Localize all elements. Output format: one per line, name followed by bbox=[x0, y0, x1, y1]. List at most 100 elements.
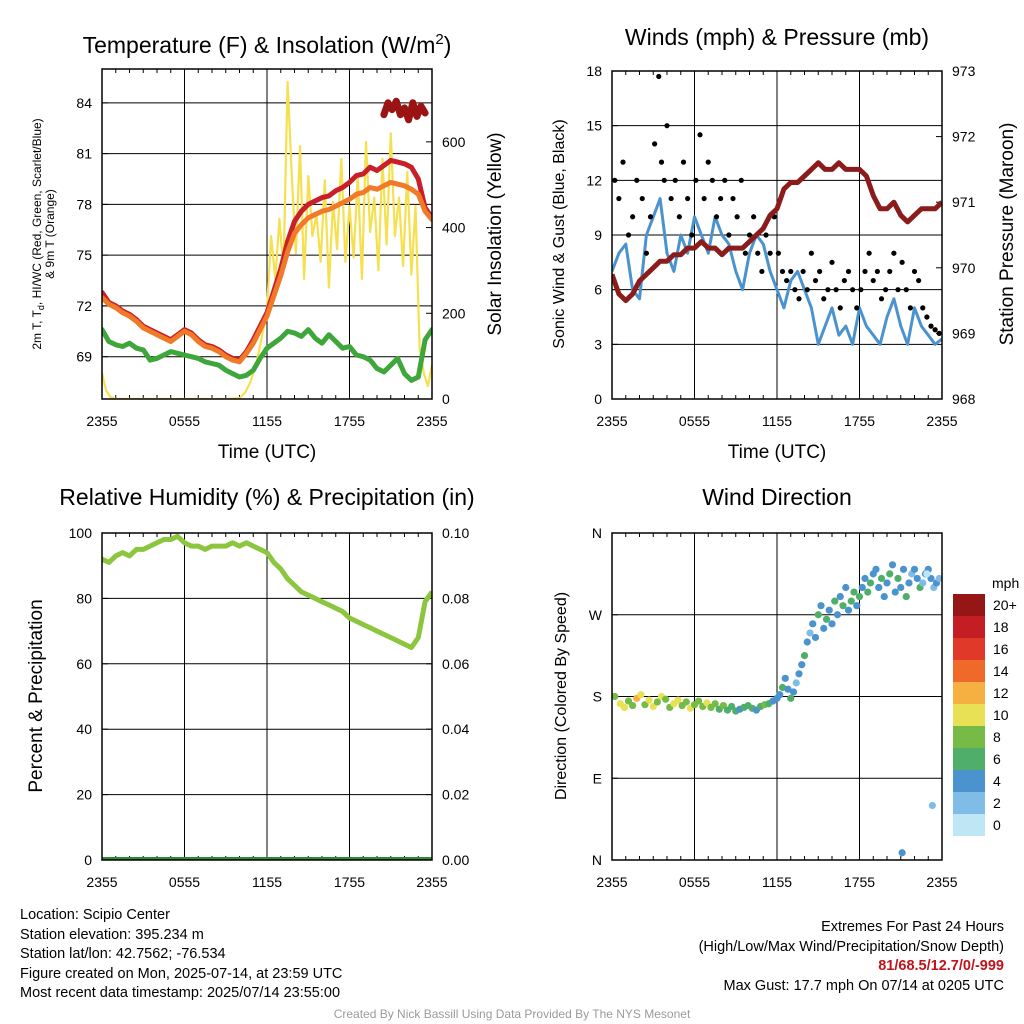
extremes-values: 81/68.5/12.7/0/-999 bbox=[878, 958, 1004, 974]
station-info: Location: Scipio Center Station elevatio… bbox=[20, 906, 342, 1004]
direction-point bbox=[902, 592, 910, 601]
plot-area bbox=[102, 533, 432, 860]
direction-point bbox=[877, 574, 886, 583]
direction-point bbox=[776, 691, 784, 699]
station-latlon: Station lat/lon: 42.7562; -76.534 bbox=[20, 946, 226, 962]
y-tick-label: 12 bbox=[586, 172, 602, 188]
gust-point bbox=[907, 305, 913, 311]
x-tick-label: 0555 bbox=[169, 413, 200, 429]
colorbar-swatch bbox=[953, 638, 985, 660]
y2-tick-label: 970 bbox=[952, 260, 976, 276]
pressure-line bbox=[612, 160, 942, 304]
gust-point bbox=[932, 327, 938, 333]
x-axis-label: Time (UTC) bbox=[728, 442, 827, 463]
gust-point bbox=[829, 259, 835, 265]
plot-frame bbox=[611, 532, 943, 861]
y-tick-label: 80 bbox=[76, 590, 92, 606]
direction-point bbox=[913, 574, 921, 583]
colorbar-label: 0 bbox=[993, 817, 1001, 833]
gust-point bbox=[928, 323, 934, 329]
gust-point bbox=[792, 287, 798, 293]
plot-frame bbox=[101, 68, 433, 400]
y-tick-label: 18 bbox=[586, 63, 602, 79]
gust-point bbox=[738, 177, 744, 183]
colorbar-swatch bbox=[953, 682, 985, 704]
gust-point bbox=[862, 268, 868, 275]
gust-point bbox=[685, 195, 691, 202]
x-tick-label: 1755 bbox=[844, 874, 875, 890]
max-gust: Max Gust: 17.7 mph On 07/14 at 0205 UTC bbox=[723, 977, 1004, 994]
y-tick-label: E bbox=[593, 770, 602, 786]
gust-point bbox=[899, 259, 905, 265]
gust-point bbox=[746, 232, 753, 238]
gust-point bbox=[734, 214, 740, 220]
direction-point bbox=[866, 579, 875, 587]
panel-3: 2355 0555 1155 1755 2355 0 20 40 60 80 100 0.00 0.02… bbox=[69, 525, 470, 890]
direction-point bbox=[637, 691, 645, 699]
gust-point bbox=[713, 214, 720, 220]
x-tick-label: 1155 bbox=[762, 874, 792, 890]
y2-tick-label: 400 bbox=[442, 220, 466, 236]
direction-point bbox=[853, 602, 861, 610]
figure-created: Figure created on Mon, 2025-07-14, at 23… bbox=[20, 965, 343, 982]
gust-point bbox=[709, 177, 715, 183]
gust-point bbox=[817, 268, 823, 275]
direction-point bbox=[842, 583, 850, 592]
direction-point bbox=[798, 661, 806, 669]
panel-4: 2355 0555 1155 1755 2355 N E S W N bbox=[589, 525, 958, 890]
gust-point bbox=[878, 296, 885, 302]
x-tick-label: 1755 bbox=[334, 413, 365, 429]
direction-point bbox=[831, 597, 839, 605]
direction-point bbox=[847, 597, 855, 605]
gust-point bbox=[804, 287, 810, 293]
y2-tick-label: 971 bbox=[952, 194, 976, 210]
direction-point bbox=[809, 620, 817, 628]
gust-point bbox=[903, 287, 909, 293]
gust-point bbox=[672, 177, 678, 183]
direction-point bbox=[875, 583, 883, 592]
y-tick-label: S bbox=[593, 689, 602, 705]
y-tick-label: N bbox=[592, 525, 602, 541]
colorbar-swatch bbox=[953, 770, 985, 792]
direction-point bbox=[919, 579, 927, 587]
colorbar-label: 10 bbox=[993, 707, 1009, 723]
gust-point bbox=[936, 330, 942, 336]
speed-colorbar: mph 20+ 18 16 14 12 10 8 6 4 2 0 bbox=[953, 575, 1019, 836]
direction-point bbox=[784, 685, 792, 693]
gust-point bbox=[788, 268, 794, 275]
direction-point bbox=[653, 698, 661, 706]
x-tick-label: 0555 bbox=[679, 874, 710, 890]
x-tick-label: 0555 bbox=[169, 874, 200, 890]
direction-point bbox=[803, 638, 811, 646]
gust-point bbox=[883, 287, 889, 293]
gust-point bbox=[759, 268, 765, 275]
x-tick-label: 2355 bbox=[596, 874, 627, 890]
colorbar-title: mph bbox=[992, 575, 1019, 591]
direction-point bbox=[844, 606, 853, 614]
gust-point bbox=[680, 159, 687, 165]
direction-point bbox=[811, 633, 820, 642]
direction-point bbox=[645, 696, 653, 704]
direction-point bbox=[833, 611, 842, 619]
temperature-title: Temperature (F) & Insolation (W/m2) bbox=[83, 31, 452, 58]
gust-point bbox=[837, 305, 843, 311]
gust-point bbox=[730, 195, 736, 202]
gust-point bbox=[668, 195, 674, 202]
y2-tick-label: 0 bbox=[442, 391, 450, 407]
y2-tick-label: 972 bbox=[952, 129, 976, 145]
direction-point bbox=[806, 629, 814, 637]
y-tick-label: 84 bbox=[76, 95, 92, 111]
ylabel-part: 2m T, T bbox=[30, 309, 44, 349]
colorbar-swatch bbox=[953, 660, 985, 682]
humidity-line bbox=[102, 533, 432, 650]
colorbar-label: 16 bbox=[993, 641, 1009, 657]
temperature-y-label: 2m T, Td, HI/WC (Red, Green, Scarlet/Blu… bbox=[30, 118, 46, 349]
gust-point bbox=[911, 268, 918, 275]
plot-area bbox=[612, 561, 942, 857]
y-tick-label: 100 bbox=[69, 525, 93, 541]
gust-point bbox=[751, 214, 757, 220]
y2-tick-label: 0.02 bbox=[442, 787, 469, 803]
humidity-y-label: Percent & Precipitation bbox=[26, 599, 47, 792]
temp-9m-line bbox=[102, 179, 432, 365]
